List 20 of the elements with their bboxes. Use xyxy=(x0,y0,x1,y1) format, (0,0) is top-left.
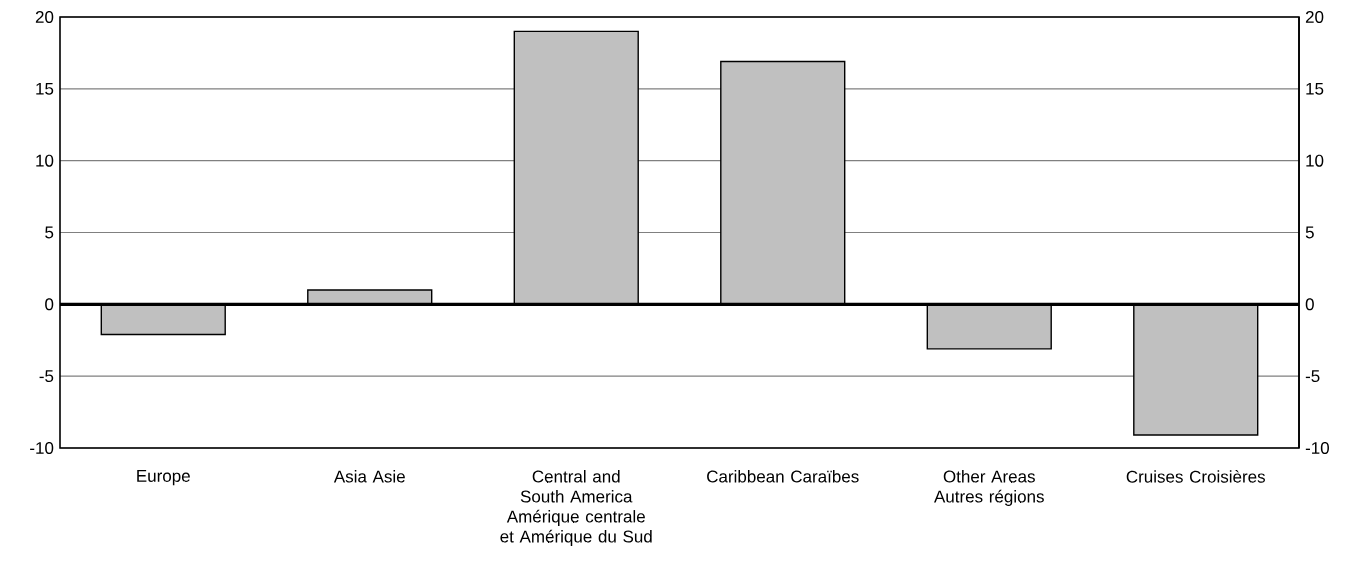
x-tick-label: Asia Asie xyxy=(333,470,405,483)
x-tick-label: Central and South America Amérique centrale et Amérique du Sud xyxy=(500,470,652,546)
y2-tick-label: 5 xyxy=(1305,226,1314,239)
y2-tick-label: 0 xyxy=(1305,298,1314,311)
x-tick-label: Other Areas Autres régions xyxy=(934,470,1044,506)
y-tick-label: 0 xyxy=(45,298,54,311)
y-tick-label: -5 xyxy=(39,370,54,383)
y2-tick-label: -10 xyxy=(1305,441,1329,455)
y-tick-label: -10 xyxy=(30,441,54,455)
y-tick-label: 5 xyxy=(45,226,54,239)
y-tick-label: 15 xyxy=(36,82,54,95)
y2-tick-label: 20 xyxy=(1305,10,1324,23)
x-tick-label: Cruises Croisières xyxy=(1126,470,1265,483)
y2-tick-label: 15 xyxy=(1306,82,1324,95)
y2-tick-label: 10 xyxy=(1306,154,1324,167)
y-tick-label: 10 xyxy=(36,154,54,167)
x-tick-label: Caribbean Caraïbes xyxy=(707,470,859,483)
y2-tick-label: -5 xyxy=(1305,370,1320,383)
x-tick-label: Europe xyxy=(137,470,190,486)
y-tick-label: 20 xyxy=(35,10,54,23)
